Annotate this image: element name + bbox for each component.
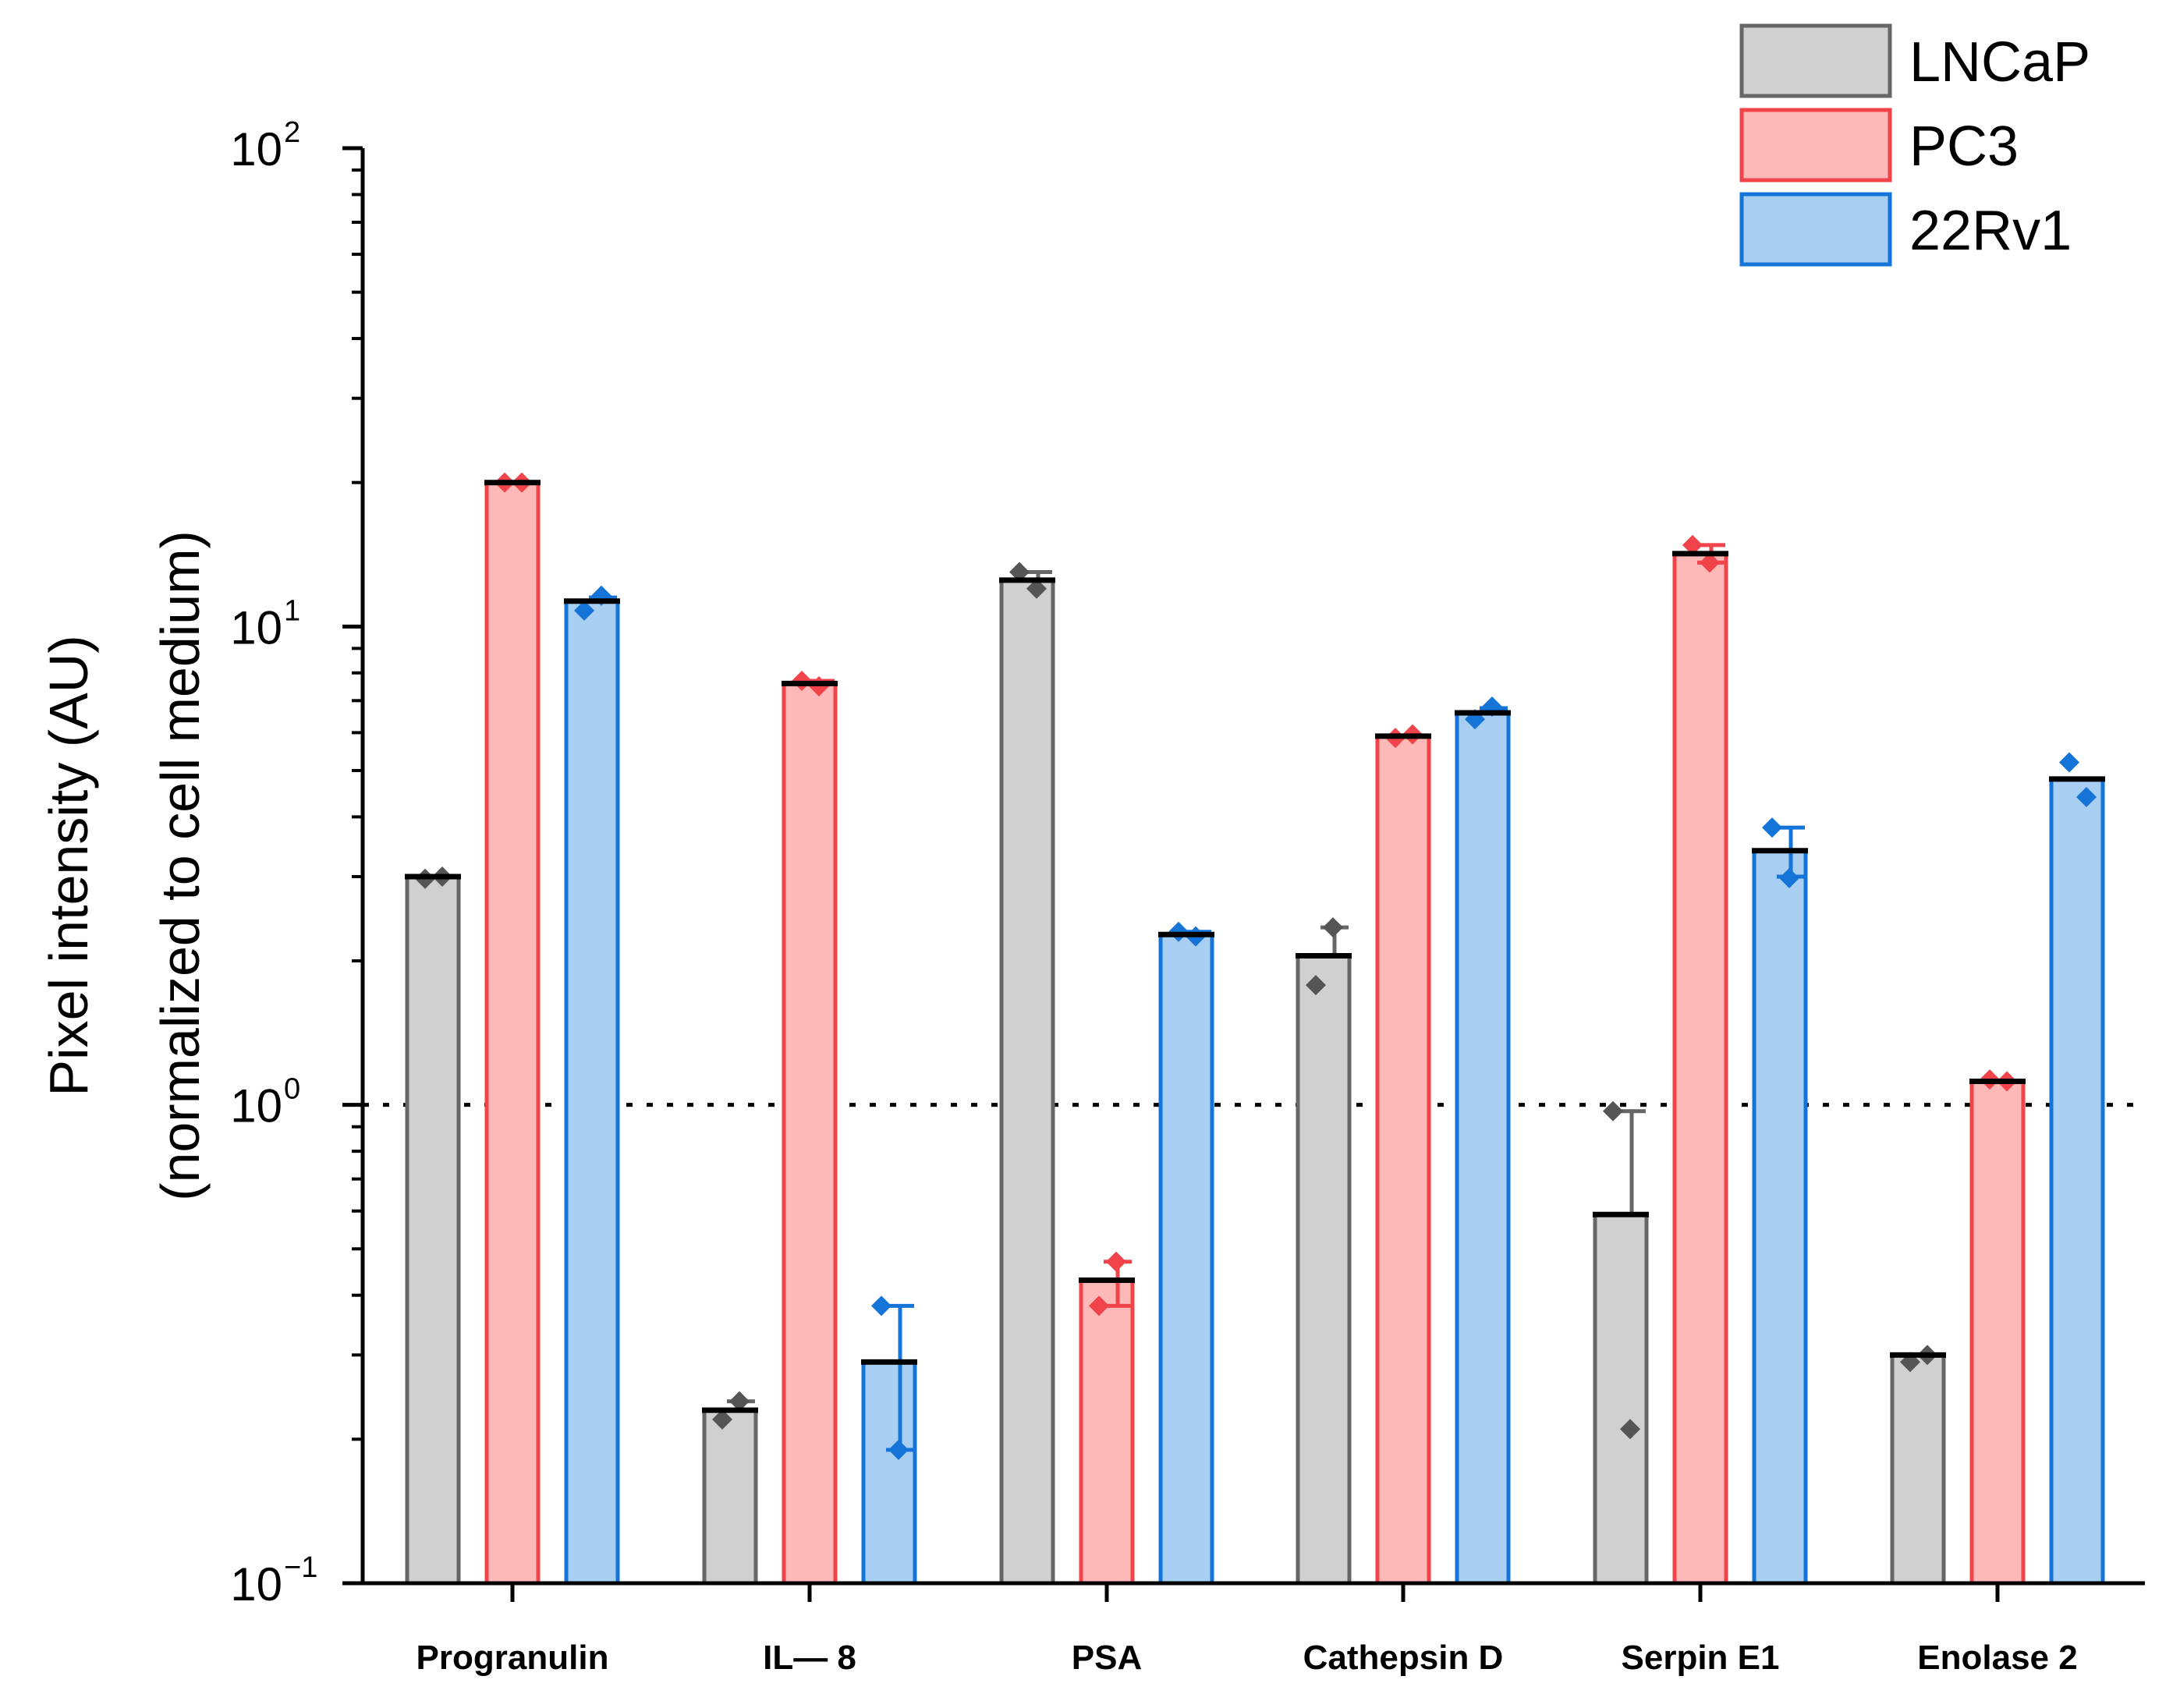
legend-item-lncap: LNCaP [1739,23,2090,98]
bar-lncap-2 [999,578,1055,1586]
point-22rv1-1-0 [871,1295,892,1316]
point-pc3-2-1 [1106,1251,1126,1272]
y-axis-label-sub: (normalized to cell medium) [150,530,211,1201]
y-tick-exp-2: 1 [284,594,300,627]
category-label-2: PSA [1072,1639,1142,1677]
bar-22rv1-3 [1455,710,1511,1586]
bar-lncap-4 [1593,1212,1649,1586]
y-axis-label: Pixel intensity (AU) [38,635,99,1096]
point-lncap-3-0 [1306,975,1326,996]
point-lncap-3-1 [1323,917,1343,938]
category-label-4: Serpin E1 [1622,1639,1780,1677]
bar-lncap-0 [405,874,461,1586]
point-lncap-4-0 [1603,1100,1623,1122]
point-pc3-4-0 [1682,534,1703,555]
bar-22rv1-1 [861,1359,917,1586]
y-tick-exp-1: 0 [284,1073,300,1106]
point-lncap-1-0 [712,1409,732,1430]
legend-label: PC3 [1909,115,2019,178]
legend-swatch [1739,192,1892,267]
legend-label: LNCaP [1909,31,2090,94]
category-label-0: Progranulin [417,1639,609,1677]
legend-label: 22Rv1 [1909,200,2072,262]
legend-item-22rv1: 22Rv1 [1739,192,2072,267]
point-22rv1-5-0 [2059,752,2079,773]
bar-lncap-5 [1890,1352,1946,1586]
point-22rv1-4-0 [1762,817,1782,838]
legend-item-pc3: PC3 [1739,108,2019,182]
point-pc3-2-0 [1089,1295,1109,1316]
point-lncap-2-1 [1026,578,1047,599]
y-tick-label-3: 10 [230,123,282,175]
y-tick-exp-0: −1 [284,1551,317,1584]
bar-lncap-1 [702,1408,758,1586]
point-22rv1-4-1 [1779,867,1799,888]
bar-pc3-4 [1672,551,1728,1586]
legend-swatch [1739,108,1892,182]
legend-swatch [1739,23,1892,98]
point-22rv1-0-0 [574,600,594,621]
category-label-1: IL— 8 [763,1639,856,1677]
bar-pc3-3 [1375,734,1431,1586]
bar-pc3-2 [1079,1277,1135,1586]
y-tick-exp-3: 2 [284,116,300,149]
bar-22rv1-5 [2049,777,2105,1586]
bar-22rv1-4 [1752,849,1808,1586]
bar-pc3-1 [782,681,838,1586]
category-label-5: Enolase 2 [1917,1639,2077,1677]
point-22rv1-1-1 [888,1440,909,1461]
y-tick-label-2: 10 [230,601,282,654]
error-bar-lncap-4 [1618,1109,1646,1215]
y-tick-label-1: 10 [230,1080,282,1132]
y-tick-label-0: 10 [230,1558,282,1611]
point-lncap-1-1 [729,1391,750,1412]
point-22rv1-5-1 [2076,787,2097,808]
point-lncap-2-0 [1009,562,1030,583]
bar-pc3-5 [1969,1079,2026,1586]
bar-lncap-3 [1296,953,1352,1586]
point-lncap-4-1 [1620,1419,1640,1440]
category-label-3: Cathepsin D [1303,1639,1504,1677]
bar-22rv1-2 [1158,932,1214,1586]
bar-pc3-0 [484,480,541,1586]
point-pc3-4-1 [1700,552,1720,573]
bar-22rv1-0 [564,599,620,1586]
